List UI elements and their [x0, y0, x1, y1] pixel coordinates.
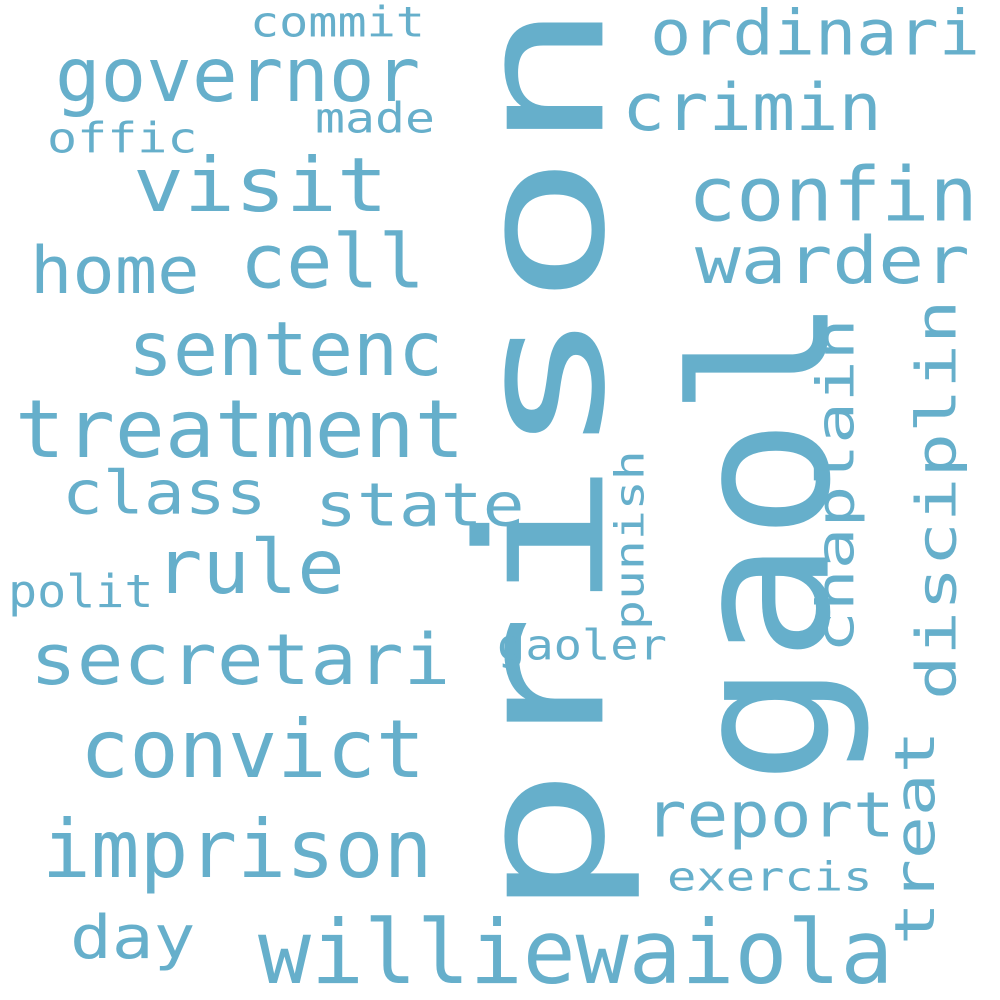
word-home: home [30, 232, 200, 309]
word-polit: polit [8, 565, 154, 619]
word-disciplin: disciplin [905, 299, 970, 700]
word-punish: punish [606, 450, 653, 630]
word-convict: convict [80, 703, 426, 797]
word-warder: warder [695, 222, 970, 299]
word-confin: confin [688, 152, 978, 239]
word-ordinari: ordinari [650, 0, 981, 70]
word-class: class [62, 457, 267, 528]
word-secretari: secretari [30, 618, 451, 701]
word-commit: commit [250, 0, 425, 47]
word-gaoler: gaoler [497, 621, 667, 670]
word-treatment: treatment [15, 383, 465, 477]
word-imprison: imprison [42, 803, 433, 897]
word-williewaiola: williewaiola [258, 902, 894, 1000]
word-report: report [645, 780, 895, 852]
word-crimin: crimin [622, 69, 882, 146]
word-day: day [70, 903, 196, 973]
word-treat: treat [882, 730, 948, 945]
word-sentenc: sentenc [128, 305, 444, 393]
word-prison: prison [440, 0, 645, 921]
word-cell: cell [240, 219, 425, 306]
word-rule: rule [155, 523, 345, 611]
word-visit: visit [133, 141, 388, 229]
word-state: state [315, 469, 525, 540]
word-offic: offic [47, 114, 198, 163]
word-chaplain: chaplain [804, 318, 867, 653]
word-governor: governor [55, 31, 421, 119]
word-exercis: exercis [667, 854, 873, 901]
word-made: made [315, 94, 435, 143]
